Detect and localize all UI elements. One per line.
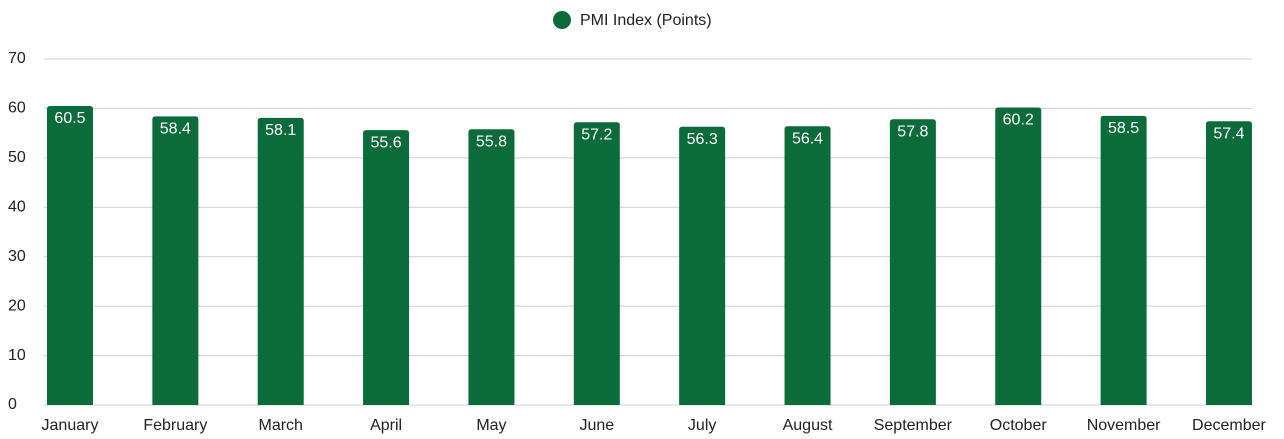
bar — [1205, 121, 1252, 405]
bar — [468, 129, 515, 405]
data-label: 55.8 — [476, 133, 507, 150]
x-tick-label: October — [990, 417, 1048, 434]
y-tick-label: 30 — [8, 248, 26, 265]
bar — [679, 126, 726, 406]
data-label: 60.5 — [54, 110, 85, 127]
x-tick-label: July — [688, 417, 716, 434]
x-tick-label: February — [143, 417, 207, 434]
y-tick-label: 50 — [8, 149, 26, 166]
bar — [784, 126, 831, 406]
bar — [257, 117, 304, 405]
x-tick-label: January — [42, 417, 99, 434]
data-label: 60.2 — [1003, 112, 1034, 129]
y-tick-label: 60 — [8, 100, 26, 117]
y-tick-label: 40 — [8, 199, 26, 216]
data-label: 58.4 — [160, 121, 191, 138]
x-tick-label: September — [874, 417, 953, 434]
data-label: 58.5 — [1108, 120, 1139, 137]
bar — [889, 119, 936, 405]
y-tick-label: 10 — [8, 347, 26, 364]
data-label: 56.4 — [792, 130, 823, 147]
data-label: 55.6 — [371, 134, 402, 151]
bar — [995, 107, 1042, 405]
data-label: 57.8 — [897, 124, 928, 141]
x-tick-label: March — [258, 417, 302, 434]
bar — [573, 122, 620, 406]
bar — [363, 130, 410, 406]
x-tick-label: May — [476, 417, 506, 434]
bar — [1100, 115, 1147, 405]
x-tick-label: December — [1192, 417, 1266, 434]
x-tick-label: November — [1087, 417, 1161, 434]
x-tick-label: August — [783, 417, 833, 434]
data-label: 57.4 — [1213, 125, 1244, 142]
legend-label: PMI Index (Points) — [580, 12, 712, 29]
data-label: 57.2 — [581, 126, 612, 143]
data-label: 58.1 — [265, 122, 296, 139]
y-tick-label: 20 — [8, 297, 26, 314]
legend-swatch — [553, 11, 571, 29]
bar — [152, 116, 199, 405]
y-tick-label: 0 — [8, 396, 17, 413]
bar — [47, 105, 93, 405]
y-tick-label: 70 — [8, 50, 26, 67]
x-tick-label: June — [579, 417, 614, 434]
x-tick-label: April — [370, 417, 402, 434]
data-label: 56.3 — [687, 131, 718, 148]
